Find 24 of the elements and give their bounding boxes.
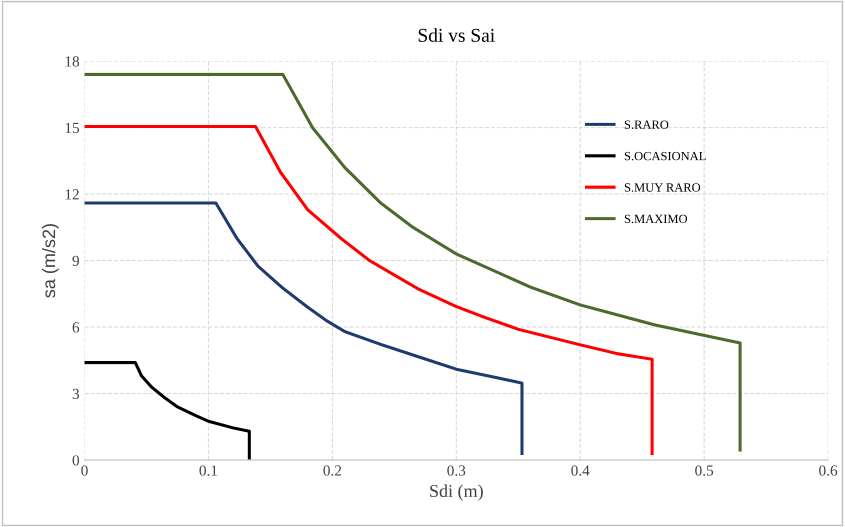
y-tick-label: 18 <box>66 56 80 67</box>
line-series <box>84 361 251 460</box>
y-tick-label: 3 <box>72 388 80 400</box>
x-tick-label: 0.3 <box>447 465 466 476</box>
chart-title: Sdi vs Sai <box>418 28 495 42</box>
y-tick-label: 12 <box>66 189 79 200</box>
y-tick-label: 6 <box>72 322 80 333</box>
y-tick-label: 15 <box>66 122 80 134</box>
legend-label: S.RARO <box>624 120 668 129</box>
x-tick-label: 0.5 <box>695 465 714 476</box>
x-tick-label: 0.2 <box>323 465 342 476</box>
x-axis-title: Sdi (m) <box>430 484 483 501</box>
legend-label: S.MAXIMO <box>624 214 688 224</box>
x-tick-label: 0.6 <box>819 465 838 476</box>
legend-label: S.MUY RARO <box>624 183 700 192</box>
y-tick-label: 0 <box>72 455 80 466</box>
x-tick-label: 0 <box>81 465 88 476</box>
line-series <box>84 72 742 452</box>
y-axis-title: sa (m/s2) <box>42 224 59 298</box>
line-series <box>84 201 524 455</box>
legend-label: S.OCASIONAL <box>624 152 706 160</box>
y-tick-label: 9 <box>72 256 80 266</box>
x-tick-label: 0.4 <box>571 465 590 476</box>
x-tick-label: 0.1 <box>199 465 218 476</box>
